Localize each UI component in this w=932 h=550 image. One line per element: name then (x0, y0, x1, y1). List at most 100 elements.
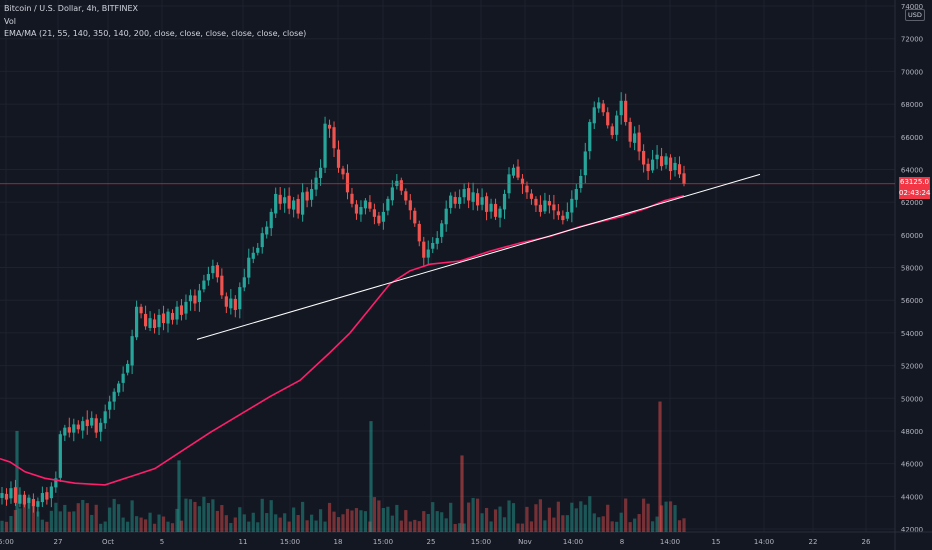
volume-bar (296, 515, 300, 532)
volume-bar (58, 511, 62, 532)
volume-spike (369, 421, 373, 532)
candle-body (332, 127, 336, 149)
volume-bar (117, 504, 121, 532)
candle-body (345, 172, 350, 193)
candle-body (668, 157, 673, 172)
volume-bar (157, 514, 161, 532)
volume-bar (372, 497, 377, 532)
candle-body (269, 211, 273, 229)
volume-bar (108, 507, 112, 532)
volume-bar (426, 513, 430, 532)
volume-bar (94, 504, 98, 532)
candle-body (341, 168, 345, 175)
volume-bar (238, 507, 242, 532)
candle-body (592, 107, 596, 124)
volume-spike (177, 460, 181, 532)
symbol-label[interactable]: Bitcoin / U.S. Dollar, 4h, BITFINEX (4, 4, 139, 13)
candle-body (22, 494, 27, 505)
volume-bar (220, 505, 224, 532)
volume-bar (22, 497, 27, 532)
volume-bar (673, 505, 677, 532)
candle-body (444, 208, 448, 225)
candle-body (624, 100, 628, 123)
candle-body (471, 192, 475, 202)
volume-bar (9, 516, 13, 532)
currency-button[interactable]: USD (905, 9, 925, 21)
y-tick-label: 56000 (901, 297, 923, 305)
candle-body (480, 197, 484, 205)
y-tick-label: 62000 (901, 199, 923, 207)
candle-body (493, 203, 498, 217)
volume-bar (170, 523, 175, 532)
candle-body (9, 488, 13, 499)
candle-body (390, 187, 394, 201)
volume-bar (327, 502, 332, 532)
candle-body (161, 313, 166, 324)
candle-body (637, 132, 641, 152)
volume-bar (161, 516, 166, 532)
x-tick-label: 14:00 (563, 538, 583, 546)
volume-bar (592, 513, 596, 532)
volume-bar (224, 515, 228, 532)
ema-indicator-label[interactable]: EMA/MA (21, 55, 140, 350, 140, 200, clos… (4, 29, 307, 38)
volume-bar (81, 499, 85, 532)
volume-bar (152, 523, 157, 532)
volume-bar (45, 521, 49, 532)
y-tick-label: 70000 (901, 68, 923, 76)
volume-bar (489, 521, 493, 532)
candle-body (224, 296, 228, 307)
candle-body (296, 198, 300, 214)
current-price-tag: 63125.0 02:43:24 (899, 177, 930, 199)
candle-body (619, 100, 623, 116)
volume-bar (543, 520, 547, 532)
volume-bar (381, 508, 385, 532)
x-tick-label: 25 (427, 538, 436, 546)
volume-bar (283, 513, 287, 532)
candle-body (54, 478, 58, 488)
x-tick-label: 11 (239, 538, 248, 546)
volume-bar (332, 511, 336, 532)
volume-bar (449, 502, 453, 532)
volume-indicator-label[interactable]: Vol (4, 16, 16, 26)
candle-body (552, 204, 556, 211)
candle-body (597, 102, 601, 109)
volume-bar (336, 517, 341, 532)
candle-body (628, 121, 632, 142)
candle-body (229, 298, 233, 309)
candle-body (350, 193, 354, 204)
candle-body (467, 188, 471, 201)
volume-bar (265, 513, 269, 532)
candle-body (197, 290, 202, 303)
volume-bar (36, 511, 40, 532)
candle-body (157, 314, 161, 328)
candle-body (126, 363, 130, 373)
candle-body (336, 149, 341, 168)
candle-body (601, 103, 605, 113)
candle-body (426, 249, 430, 258)
candle-body (610, 126, 614, 136)
candle-body (309, 189, 314, 200)
volume-bar (502, 517, 507, 532)
x-tick-label: 27 (54, 538, 63, 546)
volume-bar (278, 517, 282, 532)
volume-bar (399, 520, 403, 532)
volume-bar (363, 511, 368, 532)
candle-body (49, 486, 53, 499)
x-tick-label: 15:00 (373, 538, 393, 546)
volume-bar (431, 502, 435, 532)
candle-body (76, 424, 80, 430)
volume-bar (54, 502, 58, 532)
candle-body (90, 417, 94, 426)
y-tick-label: 42000 (901, 526, 923, 534)
volume-bar (76, 503, 80, 532)
volume-bar (588, 496, 592, 532)
volume-bar (175, 508, 179, 532)
volume-bar (579, 501, 583, 532)
volume-bar (529, 521, 534, 532)
y-tick-label: 44000 (901, 493, 923, 501)
y-tick-label: 48000 (901, 428, 923, 436)
volume-bar (4, 521, 9, 532)
volume-bar (646, 503, 650, 532)
candle-body (103, 411, 107, 424)
